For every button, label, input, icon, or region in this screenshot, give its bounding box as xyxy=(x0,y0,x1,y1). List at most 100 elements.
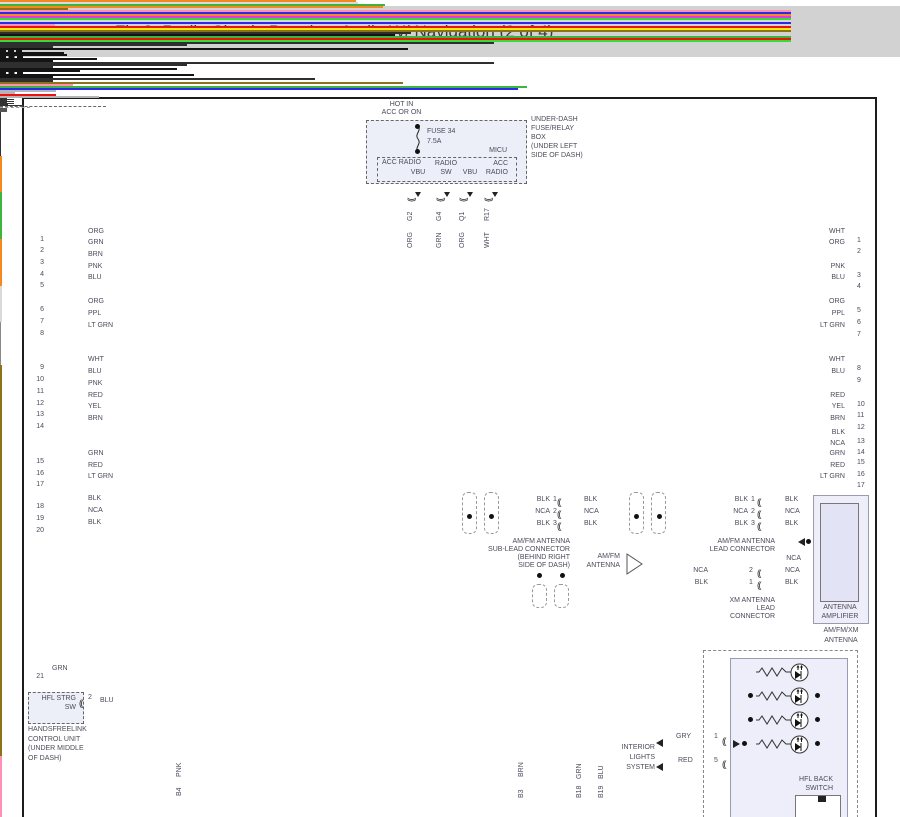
connector-icon: (( xyxy=(557,521,562,531)
diagram-label: HFL BACK xyxy=(799,776,833,783)
diagram-label: 5 xyxy=(857,307,861,314)
wire-segment xyxy=(0,90,56,92)
wire-segment xyxy=(0,101,14,102)
wire-segment xyxy=(0,111,7,112)
diagram-label: AM/FM ANTENNA xyxy=(512,538,570,545)
connector-icon: (( xyxy=(757,497,762,507)
junction-dot xyxy=(489,514,494,519)
diagram-label: RADIO xyxy=(434,160,458,167)
diagram-label: RED xyxy=(88,392,103,399)
diagram-label: WHT xyxy=(829,356,845,363)
diagram-label: NCA xyxy=(786,555,801,562)
wire-segment xyxy=(0,2,358,4)
hfl-strg-sw-box xyxy=(28,692,84,724)
diagram-label: ORG xyxy=(88,228,104,235)
diagram-label: NCA xyxy=(733,508,748,515)
wire-segment xyxy=(0,62,494,64)
wire-segment xyxy=(0,100,7,101)
wire-segment xyxy=(0,26,791,28)
diagram-label: ANTENNA xyxy=(824,637,858,644)
diagram-label: 18 xyxy=(36,503,44,510)
diagram-label: 1 xyxy=(553,496,557,503)
connector-ring-icon xyxy=(554,584,569,608)
connector-icon: (( xyxy=(557,509,562,519)
diagram-label: ORG xyxy=(829,298,845,305)
wire-segment xyxy=(0,120,1,129)
wire-segment xyxy=(0,68,177,70)
diagram-label: LEAD CONNECTOR xyxy=(709,546,775,553)
wire-segment xyxy=(0,34,395,36)
diagram-label: CONNECTOR xyxy=(730,613,775,620)
wire-segment xyxy=(0,58,97,60)
diagram-label: 6 xyxy=(857,319,861,326)
diagram-label: LT GRN xyxy=(88,473,114,480)
diagram-label: HFL STRG xyxy=(41,695,76,702)
wire-segment xyxy=(0,80,53,82)
wire-segment xyxy=(0,109,7,110)
diagram-label: 14 xyxy=(36,423,44,430)
wire-segment xyxy=(0,74,194,76)
wire-segment xyxy=(0,147,1,156)
wire-segment xyxy=(0,99,14,100)
junction-dot xyxy=(742,741,747,746)
diagram-label: UNDER-DASH xyxy=(531,116,578,123)
wire-segment xyxy=(0,18,791,20)
diagram-label: YEL xyxy=(831,403,845,410)
wire-segment xyxy=(0,8,68,10)
diagram-label: BLK xyxy=(694,579,708,586)
wire-segment xyxy=(0,6,383,8)
wire-segment xyxy=(0,52,64,54)
diagram-label: BRN xyxy=(88,415,103,422)
diagram-label: NCA xyxy=(785,508,800,515)
arrow-right-icon xyxy=(733,740,740,748)
wire-segment xyxy=(0,106,106,107)
diagram-label: 6 xyxy=(40,306,44,313)
diagram-label: PNK xyxy=(88,380,103,387)
diagram-label: BRN xyxy=(518,762,525,777)
diagram-label: BLK xyxy=(536,520,550,527)
led-icon xyxy=(790,663,809,682)
diagram-label: ANTENNA xyxy=(586,562,620,569)
arrow-left-icon xyxy=(798,538,805,546)
diagram-label: 12 xyxy=(857,424,865,431)
diagram-label: FUSE 34 xyxy=(427,128,456,135)
wire-segment xyxy=(0,322,1,365)
wire-segment xyxy=(0,64,187,66)
diagram-label: 21 xyxy=(36,673,44,680)
connector-icon: (( xyxy=(406,199,416,202)
diagram-label: AMPLIFIER xyxy=(821,613,859,620)
wire-segment xyxy=(0,36,791,38)
connector-icon: (( xyxy=(757,509,762,519)
diagram-label: RED xyxy=(830,392,845,399)
diagram-label: BLU xyxy=(598,765,605,779)
diagram-label: NCA xyxy=(584,508,599,515)
diagram-label: BRN xyxy=(88,251,103,258)
diagram-label: PNK xyxy=(88,263,103,270)
diagram-label: 12 xyxy=(36,400,44,407)
diagram-label: GRN xyxy=(829,450,845,457)
connector-ring-icon xyxy=(484,492,499,534)
diagram-label: OF DASH) xyxy=(28,755,62,762)
diagram-label: 1 xyxy=(751,496,755,503)
arrow-left-icon xyxy=(656,763,663,771)
diagram-label: R17 xyxy=(484,208,491,221)
diagram-label: 4 xyxy=(857,283,861,290)
diagram-label: NCA xyxy=(830,440,845,447)
wire-segment xyxy=(0,40,791,42)
wire-segment xyxy=(0,110,7,111)
diagram-label: 7 xyxy=(40,318,44,325)
wire-segment xyxy=(0,30,791,32)
wire-segment xyxy=(0,14,791,16)
diagram-label: 1 xyxy=(714,733,718,740)
diagram-label: WHT xyxy=(484,232,491,248)
diagram-label: SIDE OF DASH) xyxy=(518,562,570,569)
diagram-label: 17 xyxy=(36,481,44,488)
wire-segment xyxy=(0,105,24,106)
resistor-icon xyxy=(756,667,791,677)
connector-icon: (( xyxy=(757,580,762,590)
junction-dot xyxy=(467,514,472,519)
junction-dot xyxy=(815,741,820,746)
led-icon xyxy=(790,687,809,706)
diagram-label: G2 xyxy=(407,211,414,221)
